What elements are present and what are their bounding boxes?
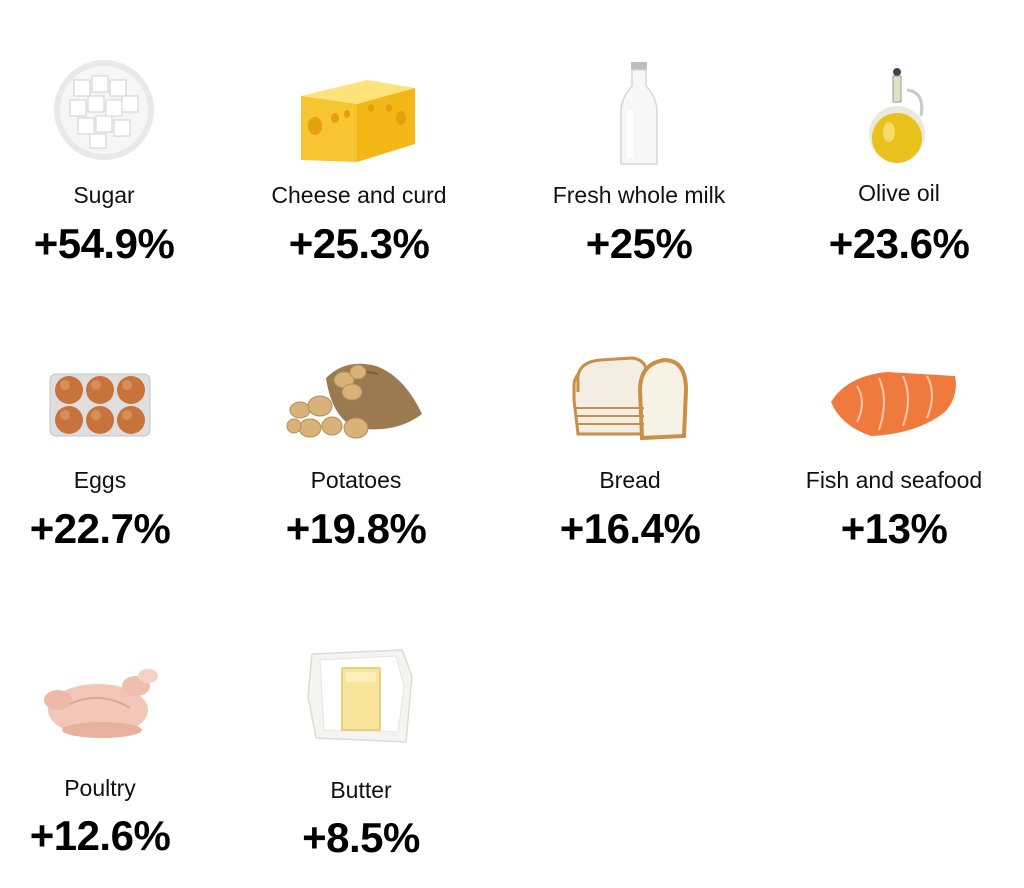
cheese-icon xyxy=(301,80,415,162)
item-label: Eggs xyxy=(73,467,127,493)
potatoes-icon xyxy=(286,363,422,439)
chicken-icon xyxy=(44,669,158,738)
item-percent: +25% xyxy=(585,220,693,267)
item-label: Butter xyxy=(330,777,392,803)
item-label: Bread xyxy=(599,467,661,493)
item-percent: +12.6% xyxy=(29,812,171,859)
butter-icon xyxy=(307,649,413,743)
item-percent: +23.6% xyxy=(828,220,970,267)
bread-icon xyxy=(572,356,689,441)
eggs-icon xyxy=(49,373,151,437)
sugar-cubes-icon xyxy=(54,60,154,160)
item-percent: +13% xyxy=(840,505,948,552)
item-label: Olive oil xyxy=(858,180,940,206)
milk-bottle-icon xyxy=(620,62,658,165)
salmon-icon xyxy=(831,372,956,436)
olive-oil-icon xyxy=(869,68,925,163)
item-percent: +16.4% xyxy=(559,505,701,552)
item-percent: +22.7% xyxy=(29,505,171,552)
item-label: Fresh whole milk xyxy=(552,182,726,208)
item-label: Potatoes xyxy=(310,467,402,493)
item-percent: +8.5% xyxy=(302,814,420,861)
item-label: Poultry xyxy=(64,775,136,801)
item-percent: +25.3% xyxy=(288,220,430,267)
item-percent: +54.9% xyxy=(33,220,175,267)
item-label: Fish and seafood xyxy=(805,467,983,493)
item-percent: +19.8% xyxy=(285,505,427,552)
item-label: Cheese and curd xyxy=(271,182,447,208)
item-label: Sugar xyxy=(73,182,135,208)
